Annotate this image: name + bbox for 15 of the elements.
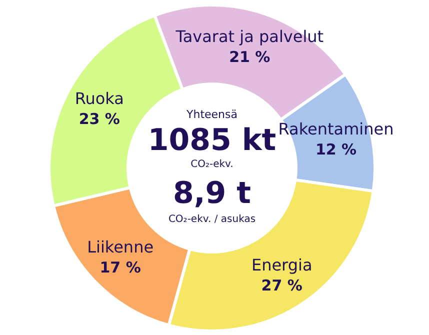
slice-label: Rakentaminen (278, 119, 394, 138)
slice-label: Ruoka (74, 89, 124, 108)
data-label: 12 % (315, 140, 357, 158)
slice-label: Tavarat ja palvelut (174, 27, 324, 46)
slice-label: Energia (251, 256, 312, 275)
data-label: 27 % (261, 276, 302, 295)
data-label: 21 % (229, 48, 270, 66)
slice-label: Liikenne (87, 238, 154, 257)
text: 8,9 t (173, 176, 251, 211)
text: 1085 kt (148, 123, 276, 158)
text: CO₂-ekv. (190, 159, 234, 170)
data-label: 17 % (100, 258, 141, 277)
data-label: 23 % (78, 110, 120, 128)
text: Yhteensä (186, 108, 238, 121)
text: CO₂-ekv. / asukas (168, 214, 256, 225)
